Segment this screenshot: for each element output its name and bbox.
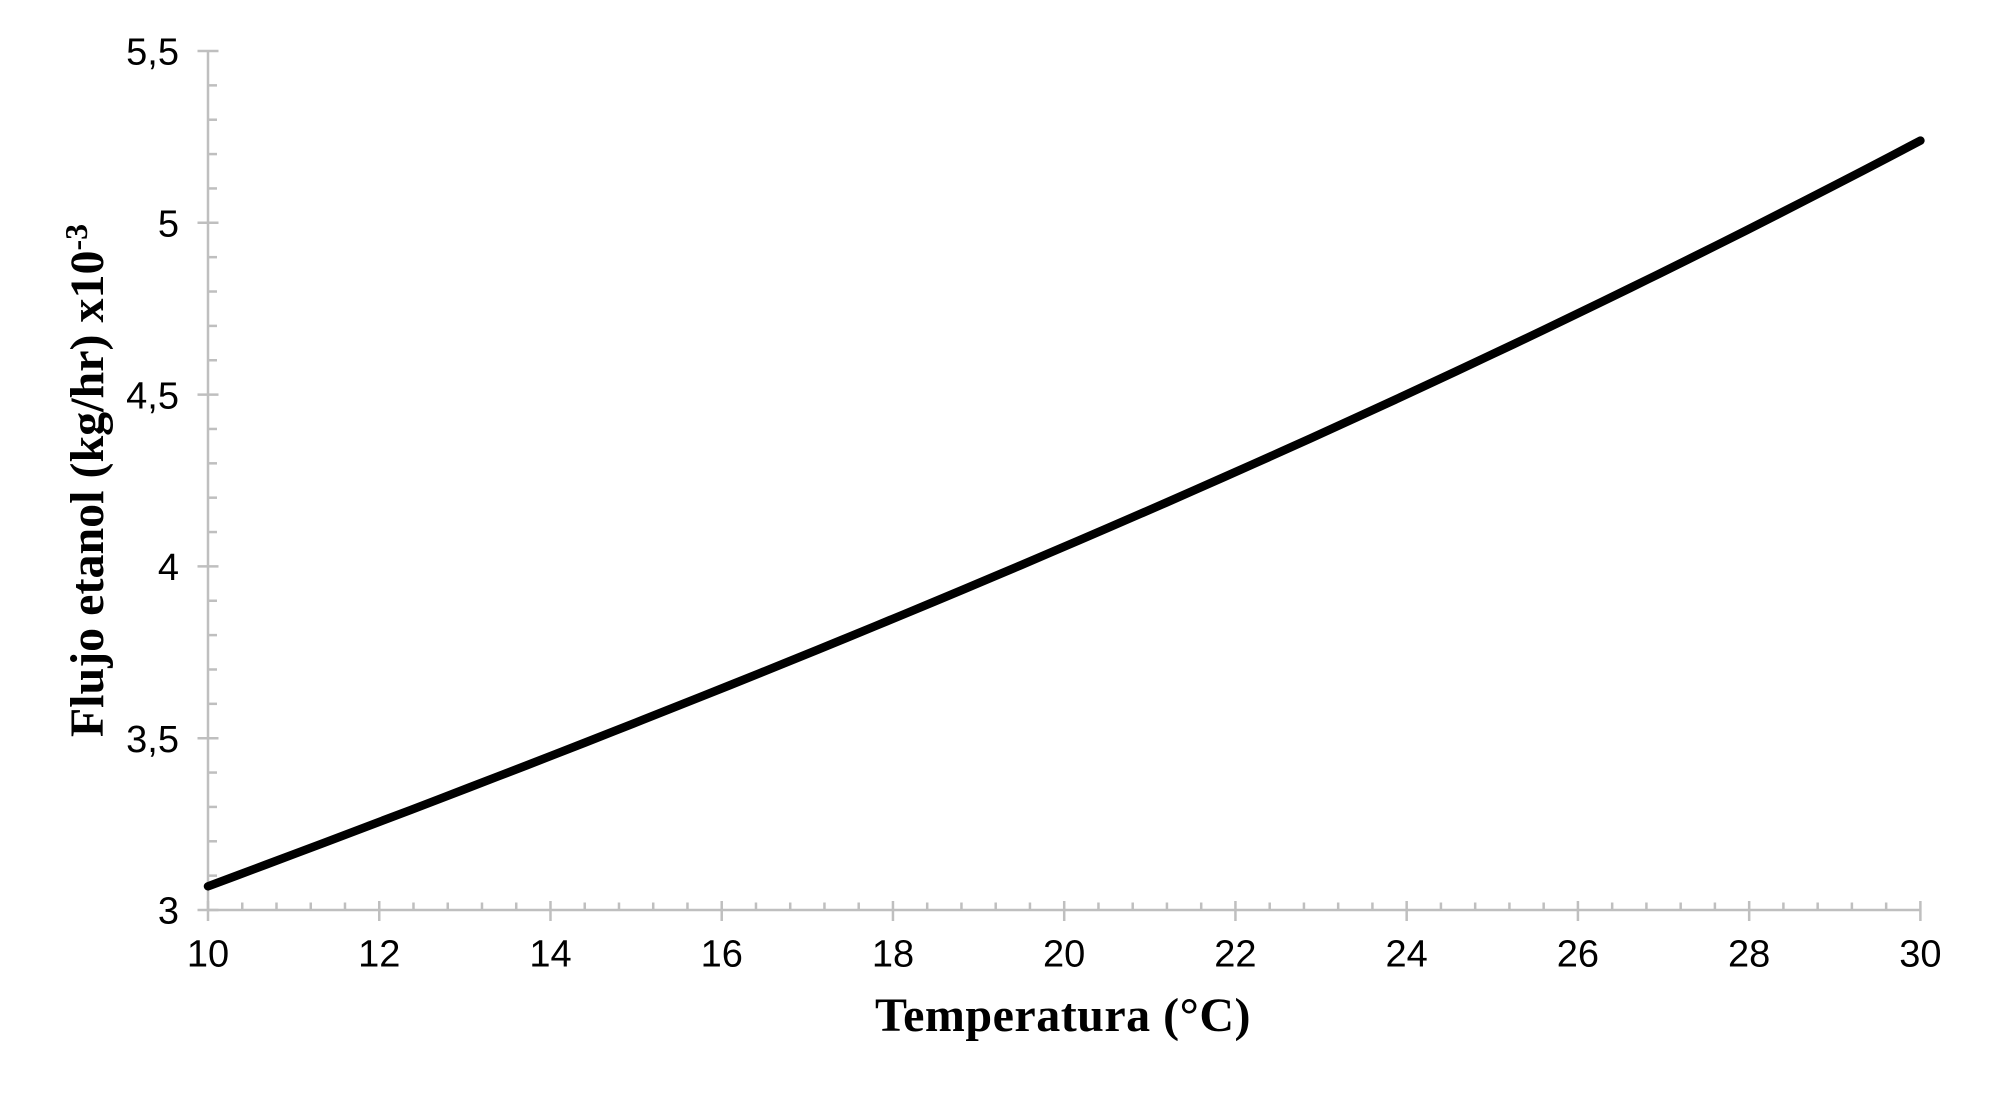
svg-text:28: 28 [1728,934,1770,976]
svg-text:10: 10 [187,934,229,976]
svg-text:Flujo etanol (kg/hr) x10-3: Flujo etanol (kg/hr) x10-3 [58,224,114,737]
svg-text:3: 3 [158,891,179,933]
svg-text:16: 16 [701,934,743,976]
svg-text:26: 26 [1557,934,1599,976]
svg-text:Temperatura (°C): Temperatura (°C) [875,989,1251,1042]
svg-text:14: 14 [529,934,571,976]
svg-text:5: 5 [158,204,179,246]
svg-text:3,5: 3,5 [126,719,179,761]
svg-text:4: 4 [158,547,179,589]
svg-text:18: 18 [872,934,914,976]
svg-text:12: 12 [358,934,400,976]
svg-text:22: 22 [1214,934,1256,976]
svg-text:5,5: 5,5 [126,32,179,74]
svg-text:20: 20 [1043,934,1085,976]
svg-text:30: 30 [1899,934,1941,976]
svg-text:4,5: 4,5 [126,375,179,417]
svg-text:24: 24 [1386,934,1428,976]
